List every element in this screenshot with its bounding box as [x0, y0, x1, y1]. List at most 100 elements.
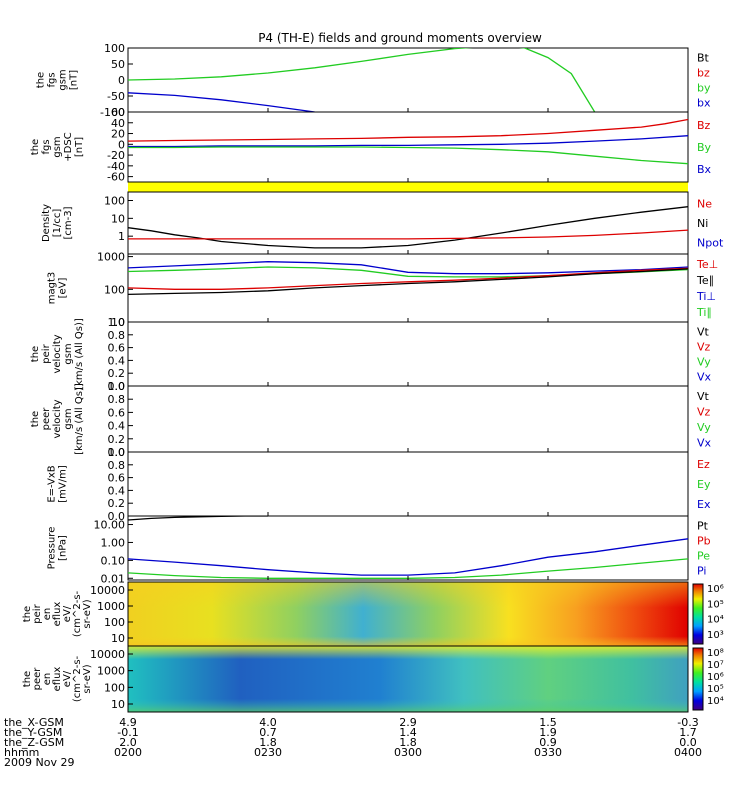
footer-value: 4.0: [259, 716, 277, 729]
footer-value: 2.9: [399, 716, 417, 729]
footer-value: 1.7: [679, 726, 697, 739]
y-tick-label: 100: [104, 283, 125, 296]
y-axis-label: eflux: [52, 667, 63, 692]
y-axis-label: sr-eV): [82, 599, 93, 628]
legend-entry: Te⊥: [696, 258, 718, 271]
y-axis-label: gsm: [52, 136, 63, 157]
y-axis-label: (cm^2-s-: [72, 590, 83, 637]
y-axis-label: [nT]: [74, 137, 85, 157]
y-axis-label: [cm-3]: [63, 206, 74, 239]
spectrogram-shading: [128, 582, 688, 646]
y-axis-label: eflux: [52, 602, 63, 627]
y-tick-label: 100: [104, 681, 125, 694]
footer-row-label: the_X-GSM: [4, 716, 64, 729]
y-axis-label: magt3: [47, 272, 58, 305]
legend-entry: Pb: [697, 535, 711, 548]
y-tick-label: 0.4: [108, 420, 126, 433]
y-tick-label: 0.6: [108, 472, 126, 485]
panel-frame: [127, 191, 689, 255]
footer-row-label: the_Z-GSM: [4, 736, 64, 749]
y-tick-label: 10: [111, 212, 125, 225]
colorbar-tick-label: 10⁷: [707, 660, 724, 671]
y-axis-label: [km/s (All Qs)]: [74, 318, 85, 390]
legend-entry: Ey: [697, 478, 711, 491]
y-tick-label: 1: [118, 230, 125, 243]
y-tick-label: 0.0: [108, 446, 126, 459]
panel-frame: [127, 385, 689, 453]
legend-entry: Vz: [697, 405, 711, 418]
spectrogram-shading: [128, 646, 688, 712]
quality-band: [128, 182, 688, 192]
footer-value: 0.9: [539, 736, 557, 749]
y-axis-label: [km/s (All Qs)]: [74, 383, 85, 455]
y-tick-label: 10: [111, 632, 125, 645]
series-line-red: [128, 118, 688, 142]
series-line-red: [128, 229, 688, 240]
y-axis-label: the: [30, 346, 41, 362]
colorbar-tick-label: 10³: [707, 630, 724, 641]
spectrogram-s2: 10000 1000 100 10 the peer en eflux eV/(cm^2-s-s…: [22, 645, 724, 713]
y-tick-label: 10000: [90, 648, 125, 661]
y-axis-label: en: [42, 673, 53, 686]
footer-value: 1.9: [539, 726, 557, 739]
legend-entry: Npot: [697, 236, 724, 249]
series-line-blue: [128, 261, 688, 275]
footer-value: 0230: [254, 746, 282, 759]
y-axis-label: gsm: [63, 408, 74, 429]
y-tick-label: 20: [111, 128, 125, 141]
legend-entry: Vt: [697, 326, 710, 339]
y-tick-label: 1.0: [108, 446, 126, 459]
y-tick-label: 0.2: [108, 497, 126, 510]
colorbar-tick-label: 10⁴: [707, 696, 724, 707]
footer-value: 0.7: [259, 726, 277, 739]
legend-entry: Bz: [697, 119, 711, 132]
y-axis-label: Pressure: [47, 527, 58, 570]
y-tick-label: -20: [107, 149, 125, 162]
y-axis-label: [nT]: [69, 70, 80, 90]
y-axis-label: fgs: [47, 72, 58, 87]
footer-value: 4.9: [119, 716, 137, 729]
panel-p1: 100 50 0 -50 -100 the fgs gsm [nT] Bt bz by bx: [36, 42, 711, 119]
colorbar-tick-label: 10⁶: [707, 672, 724, 683]
footer-value: 0330: [534, 746, 562, 759]
footer-value: 0.0: [679, 736, 697, 749]
legend-entry: Ti∥: [696, 306, 712, 319]
footer-date: 2009 Nov 29: [4, 756, 74, 769]
y-axis-label: E=-VxB: [47, 465, 58, 502]
legend-entry: by: [697, 82, 711, 95]
y-axis-label: [eV]: [58, 278, 69, 299]
y-axis-label: peir: [41, 343, 52, 363]
series-line-blue: [128, 135, 688, 148]
legend-entry: Te∥: [696, 274, 714, 287]
colorbar: [692, 647, 704, 711]
colorbar-tick-label: 10⁶: [707, 584, 724, 595]
panel-frame: [127, 321, 689, 387]
y-tick-label: 10000: [90, 584, 125, 597]
colorbar: [692, 583, 704, 645]
chart-title: P4 (TH-E) fields and ground moments over…: [258, 31, 542, 45]
y-tick-label: 0.6: [108, 342, 126, 355]
footer-value: -0.3: [677, 716, 698, 729]
footer-value: -0.1: [117, 726, 138, 739]
y-axis-label: fgs: [41, 139, 52, 154]
y-axis-label: velocity: [52, 334, 63, 373]
y-tick-label: 0.10: [101, 554, 126, 567]
footer-value: 1.4: [399, 726, 417, 739]
legend-entry: Bx: [697, 163, 712, 176]
y-axis-label: +DSC: [63, 132, 74, 161]
legend-entry: By: [697, 141, 712, 154]
y-tick-label: -100: [100, 106, 125, 119]
y-tick-label: 1.00: [101, 536, 126, 549]
y-axis-label: [nPa]: [58, 535, 69, 561]
y-axis-label: [mV/m]: [58, 465, 69, 503]
y-axis-label: gsm: [58, 69, 69, 90]
series-line-green: [128, 48, 596, 112]
footer-value: 1.5: [539, 716, 557, 729]
y-axis-label: eV/: [62, 670, 73, 687]
panel-frame: [127, 515, 689, 581]
series-line-black: [128, 516, 268, 521]
